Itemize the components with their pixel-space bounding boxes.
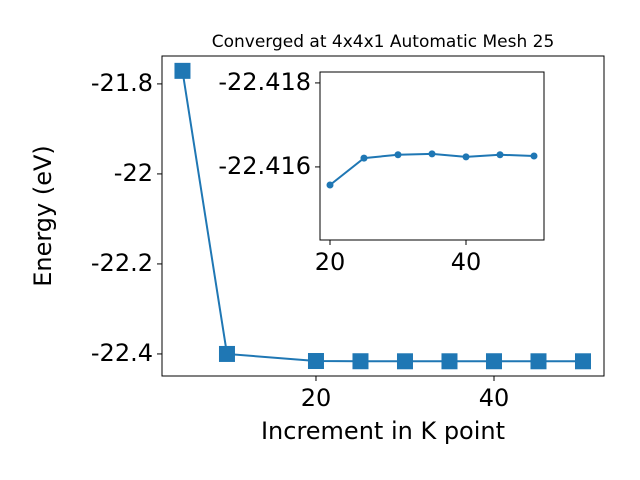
marker bbox=[441, 353, 458, 370]
y-tick-label: -22.416 bbox=[218, 152, 311, 180]
marker bbox=[530, 152, 538, 160]
marker bbox=[360, 154, 368, 162]
marker bbox=[428, 150, 436, 158]
marker bbox=[326, 181, 334, 189]
y-tick-label: -22.4 bbox=[91, 339, 153, 367]
chart-title: Converged at 4x4x1 Automatic Mesh 25 bbox=[212, 32, 555, 52]
marker bbox=[307, 353, 324, 370]
marker bbox=[218, 345, 235, 362]
y-tick-label: -22 bbox=[114, 159, 153, 187]
x-axis-label: Increment in K point bbox=[261, 417, 505, 445]
y-tick-label: -22.418 bbox=[218, 68, 311, 96]
y-tick-label: -22.2 bbox=[91, 249, 153, 277]
x-tick-label: 20 bbox=[315, 248, 346, 276]
y-tick-label: -21.8 bbox=[91, 69, 153, 97]
marker bbox=[485, 353, 502, 370]
axes-frame bbox=[161, 55, 605, 377]
marker bbox=[174, 62, 191, 79]
marker bbox=[394, 151, 402, 159]
x-tick-label: 40 bbox=[451, 248, 482, 276]
x-tick-label: 20 bbox=[301, 384, 332, 412]
marker bbox=[396, 353, 413, 370]
y-axis-label: Energy (eV) bbox=[29, 145, 57, 287]
marker bbox=[496, 151, 504, 159]
marker bbox=[352, 353, 369, 370]
marker bbox=[530, 353, 547, 370]
x-tick-label: 40 bbox=[479, 384, 510, 412]
marker bbox=[462, 153, 470, 161]
axes-frame bbox=[319, 71, 545, 241]
marker bbox=[574, 353, 591, 370]
